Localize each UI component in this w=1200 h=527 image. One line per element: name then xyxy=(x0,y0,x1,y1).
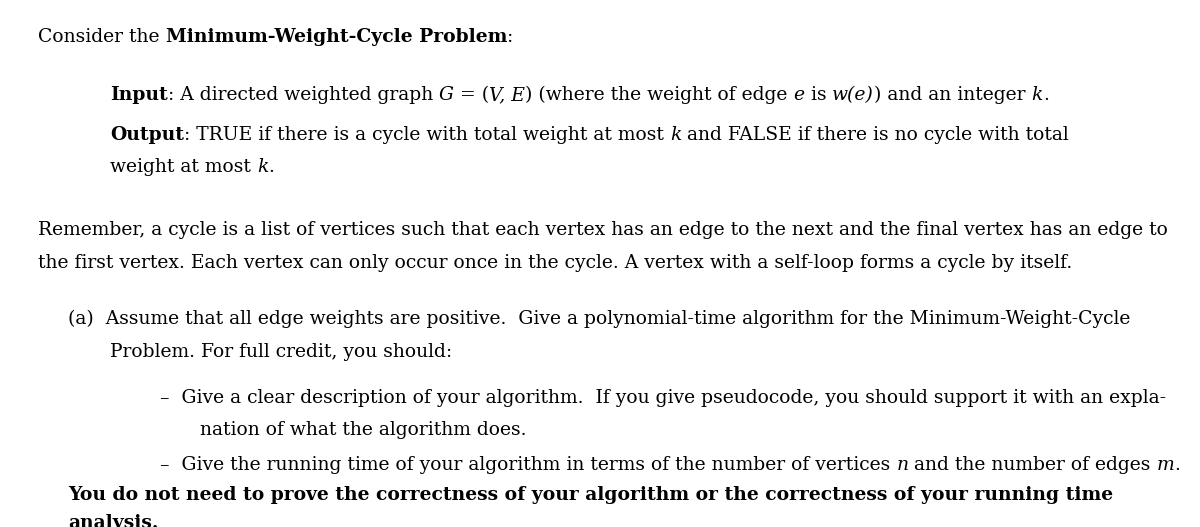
Text: Consider the: Consider the xyxy=(38,28,166,46)
Text: ) and an integer: ) and an integer xyxy=(874,86,1032,104)
Text: k: k xyxy=(1032,86,1043,104)
Text: = (: = ( xyxy=(454,86,490,104)
Text: .: . xyxy=(1175,456,1181,474)
Text: :: : xyxy=(506,28,514,46)
Text: w(e): w(e) xyxy=(833,86,874,104)
Text: V, E: V, E xyxy=(490,86,526,104)
Text: weight at most: weight at most xyxy=(110,158,257,176)
Text: (a)  Assume that all edge weights are positive.  Give a polynomial-time algorith: (a) Assume that all edge weights are pos… xyxy=(68,310,1130,328)
Text: m: m xyxy=(1157,456,1175,474)
Text: and FALSE if there is no cycle with total: and FALSE if there is no cycle with tota… xyxy=(682,126,1069,144)
Text: Problem. For full credit, you should:: Problem. For full credit, you should: xyxy=(110,343,452,361)
Text: Input: Input xyxy=(110,86,168,104)
Text: analysis.: analysis. xyxy=(68,514,158,527)
Text: n: n xyxy=(896,456,908,474)
Text: k: k xyxy=(670,126,682,144)
Text: –  Give the running time of your algorithm in terms of the number of vertices: – Give the running time of your algorith… xyxy=(160,456,896,474)
Text: .: . xyxy=(1043,86,1049,104)
Text: the first vertex. Each vertex can only occur once in the cycle. A vertex with a : the first vertex. Each vertex can only o… xyxy=(38,254,1073,272)
Text: ) (where the weight of edge: ) (where the weight of edge xyxy=(526,86,793,104)
Text: .: . xyxy=(269,158,274,176)
Text: –  Give a clear description of your algorithm.  If you give pseudocode, you shou: – Give a clear description of your algor… xyxy=(160,389,1166,407)
Text: k: k xyxy=(257,158,269,176)
Text: e: e xyxy=(793,86,805,104)
Text: G: G xyxy=(439,86,454,104)
Text: : TRUE if there is a cycle with total weight at most: : TRUE if there is a cycle with total we… xyxy=(184,126,670,144)
Text: nation of what the algorithm does.: nation of what the algorithm does. xyxy=(200,421,527,439)
Text: Remember, a cycle is a list of vertices such that each vertex has an edge to the: Remember, a cycle is a list of vertices … xyxy=(38,221,1168,239)
Text: Minimum-Weight-Cycle Problem: Minimum-Weight-Cycle Problem xyxy=(166,28,506,46)
Text: is: is xyxy=(805,86,833,104)
Text: You do not need to prove the correctness of your algorithm or the correctness of: You do not need to prove the correctness… xyxy=(68,486,1114,504)
Text: and the number of edges: and the number of edges xyxy=(908,456,1157,474)
Text: : A directed weighted graph: : A directed weighted graph xyxy=(168,86,439,104)
Text: Output: Output xyxy=(110,126,184,144)
